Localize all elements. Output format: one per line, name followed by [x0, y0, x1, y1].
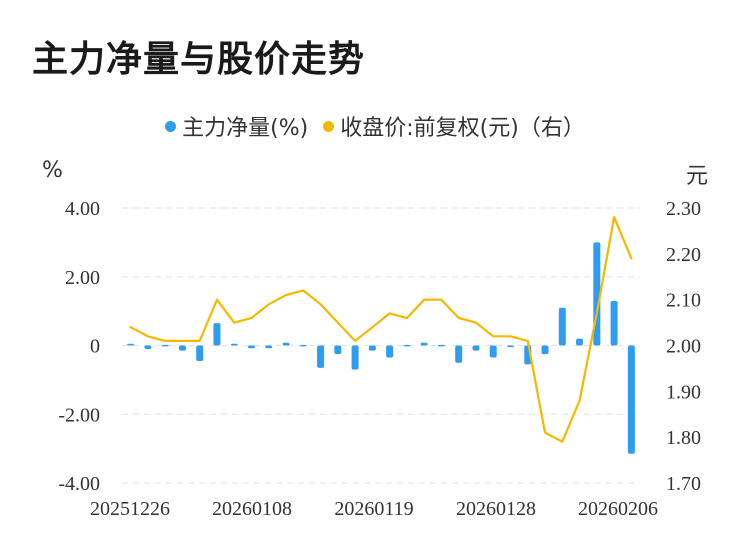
x-tick-label: 20260108	[212, 498, 292, 520]
price-line	[129, 216, 633, 443]
bar	[386, 345, 394, 358]
x-tick-label: 20260119	[334, 498, 413, 520]
left-axis-unit: %	[42, 158, 63, 183]
legend-item-close-price[interactable]: 收盘价:前复权(元)（右）	[323, 110, 585, 142]
legend-dot-main-net	[165, 120, 177, 132]
y-left-tick-label: -2.00	[58, 404, 100, 426]
bar	[178, 345, 186, 351]
y-left-tick-label: -4.00	[58, 473, 100, 495]
legend-item-main-net[interactable]: 主力净量(%)	[165, 110, 308, 142]
bar	[144, 345, 152, 349]
bar	[489, 345, 497, 358]
bar	[282, 342, 290, 346]
legend-dot-close-price	[323, 120, 335, 132]
legend: 主力净量(%) 收盘价:前复权(元)（右）	[0, 110, 750, 142]
y-right-tick-label: 1.90	[666, 381, 701, 403]
legend-label-close-price: 收盘价:前复权(元)（右）	[340, 116, 585, 141]
y-right-tick-label: 2.30	[666, 198, 701, 220]
y-right-tick-label: 2.20	[666, 244, 701, 266]
legend-label-main-net: 主力净量(%)	[182, 116, 309, 141]
x-tick-label: 20260206	[578, 498, 658, 520]
x-tick-label: 20251226	[90, 498, 170, 520]
y-left-tick-label: 2.00	[65, 267, 100, 289]
y-right-tick-label: 2.10	[666, 290, 701, 312]
bar	[610, 300, 618, 346]
y-right-tick-label: 2.00	[666, 336, 701, 358]
bar	[507, 345, 514, 347]
bar	[558, 307, 566, 346]
bar	[248, 345, 255, 349]
bar	[317, 345, 325, 368]
bar	[576, 338, 584, 346]
y-right-tick-label: 1.70	[666, 473, 701, 495]
bar	[161, 344, 169, 347]
bar	[351, 345, 359, 370]
bar	[437, 344, 445, 347]
bar	[230, 343, 238, 346]
chart-title: 主力净量与股价走势	[32, 39, 366, 80]
bar	[196, 345, 204, 361]
y-left-tick-label: 0	[90, 336, 100, 358]
bar	[368, 345, 376, 351]
y-right-tick-label: 1.80	[666, 427, 701, 449]
bar	[334, 345, 342, 355]
bar	[265, 345, 273, 349]
bar	[213, 323, 221, 346]
bar	[127, 343, 135, 346]
bar	[627, 345, 635, 454]
y-left-tick-label: 4.00	[65, 198, 100, 220]
bar	[299, 344, 307, 347]
bar	[420, 342, 428, 346]
right-axis-unit: 元	[685, 164, 708, 189]
x-tick-label: 20260128	[456, 498, 536, 520]
bar	[455, 345, 463, 363]
bar	[403, 344, 411, 347]
bar	[472, 345, 480, 351]
bar	[541, 345, 549, 355]
